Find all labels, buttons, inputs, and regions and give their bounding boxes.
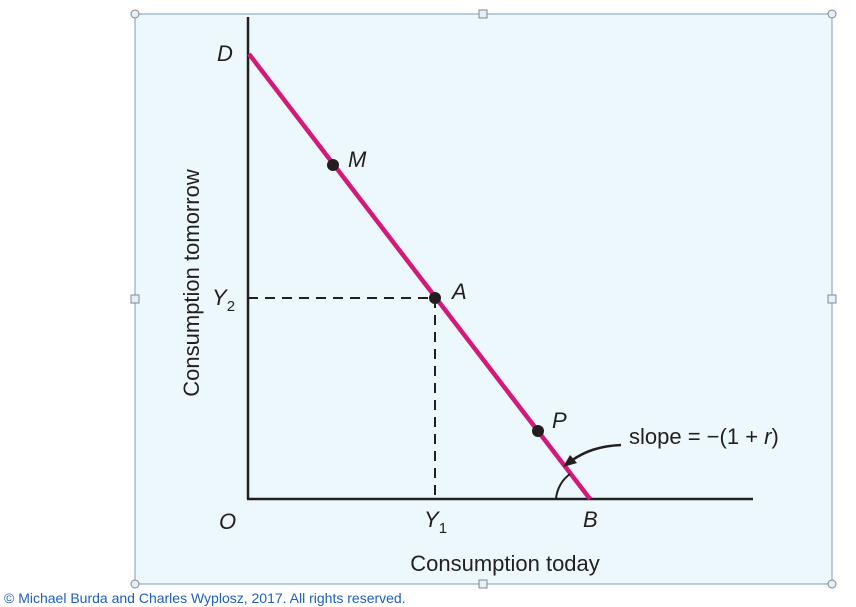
- handle-bottom-right[interactable]: [827, 579, 837, 589]
- point-a: [429, 292, 441, 304]
- handle-middle-left[interactable]: [130, 294, 140, 304]
- handle-top-right[interactable]: [827, 9, 837, 19]
- budget-line: [247, 52, 592, 501]
- point-m-label: M: [348, 147, 367, 172]
- resize-handles[interactable]: [130, 9, 837, 589]
- intercept-d-label: D: [217, 41, 233, 66]
- slope-arrow-head: [563, 455, 577, 467]
- slope-arrow-shaft: [570, 443, 622, 463]
- handle-bottom-middle[interactable]: [478, 579, 488, 589]
- y1-tick-label: Y1: [424, 507, 447, 537]
- y2-tick-label: Y2: [212, 285, 235, 315]
- handle-bottom-left[interactable]: [130, 579, 140, 589]
- point-a-label: A: [450, 279, 467, 304]
- point-p: [532, 425, 544, 437]
- point-p-label: P: [552, 408, 567, 433]
- slope-annotation: slope = −(1 + r): [629, 424, 779, 449]
- x-axis-title: Consumption today: [410, 551, 600, 576]
- copyright-notice: © Michael Burda and Charles Wyplosz, 201…: [4, 590, 406, 606]
- handle-top-left[interactable]: [130, 9, 140, 19]
- origin-label: O: [219, 509, 236, 534]
- handle-middle-right[interactable]: [827, 294, 837, 304]
- handle-top-middle[interactable]: [478, 9, 488, 19]
- point-m: [327, 159, 339, 171]
- intercept-b-label: B: [583, 507, 598, 532]
- slope-angle-arc: [555, 473, 571, 500]
- y-axis-title: Consumption tomorrow: [179, 169, 204, 397]
